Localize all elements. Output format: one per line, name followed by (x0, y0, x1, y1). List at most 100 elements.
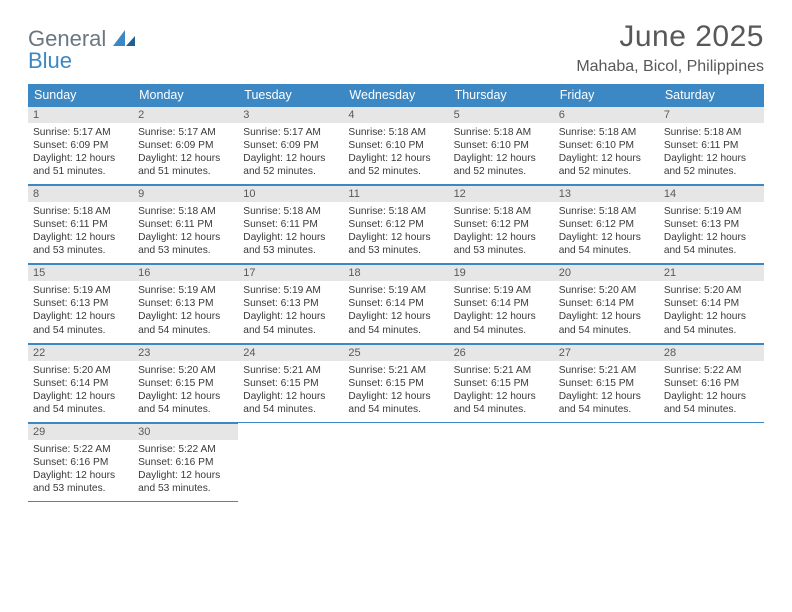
day-number: 27 (554, 344, 659, 361)
calendar-day-cell: 10Sunrise: 5:18 AMSunset: 6:11 PMDayligh… (238, 185, 343, 264)
brand-word-2: Blue (28, 48, 135, 74)
calendar-day-cell (449, 422, 554, 501)
day-details: Sunrise: 5:19 AMSunset: 6:13 PMDaylight:… (238, 281, 343, 342)
day-details: Sunrise: 5:18 AMSunset: 6:12 PMDaylight:… (554, 202, 659, 263)
day-number: 30 (133, 423, 238, 440)
day-number: 2 (133, 106, 238, 123)
day-details: Sunrise: 5:22 AMSunset: 6:16 PMDaylight:… (28, 440, 133, 501)
day-details: Sunrise: 5:18 AMSunset: 6:10 PMDaylight:… (343, 123, 448, 184)
calendar-day-cell: 3Sunrise: 5:17 AMSunset: 6:09 PMDaylight… (238, 106, 343, 185)
calendar-week-row: 8Sunrise: 5:18 AMSunset: 6:11 PMDaylight… (28, 185, 764, 264)
weekday-header-row: Sunday Monday Tuesday Wednesday Thursday… (28, 84, 764, 106)
day-details: Sunrise: 5:17 AMSunset: 6:09 PMDaylight:… (28, 123, 133, 184)
calendar-day-cell: 6Sunrise: 5:18 AMSunset: 6:10 PMDaylight… (554, 106, 659, 185)
day-number: 22 (28, 344, 133, 361)
calendar-day-cell: 29Sunrise: 5:22 AMSunset: 6:16 PMDayligh… (28, 422, 133, 501)
day-details: Sunrise: 5:22 AMSunset: 6:16 PMDaylight:… (133, 440, 238, 501)
day-number: 21 (659, 264, 764, 281)
calendar-week-row: 29Sunrise: 5:22 AMSunset: 6:16 PMDayligh… (28, 422, 764, 501)
weekday-header: Sunday (28, 84, 133, 106)
calendar-day-cell: 20Sunrise: 5:20 AMSunset: 6:14 PMDayligh… (554, 264, 659, 343)
day-details: Sunrise: 5:18 AMSunset: 6:12 PMDaylight:… (343, 202, 448, 263)
weekday-header: Thursday (449, 84, 554, 106)
day-number: 8 (28, 185, 133, 202)
calendar-day-cell (343, 422, 448, 501)
calendar-body: 1Sunrise: 5:17 AMSunset: 6:09 PMDaylight… (28, 106, 764, 501)
calendar-day-cell: 14Sunrise: 5:19 AMSunset: 6:13 PMDayligh… (659, 185, 764, 264)
day-number: 5 (449, 106, 554, 123)
day-details: Sunrise: 5:18 AMSunset: 6:11 PMDaylight:… (238, 202, 343, 263)
day-number: 19 (449, 264, 554, 281)
day-number: 10 (238, 185, 343, 202)
day-details: Sunrise: 5:19 AMSunset: 6:14 PMDaylight:… (343, 281, 448, 342)
calendar-day-cell (554, 422, 659, 501)
day-number: 11 (343, 185, 448, 202)
day-details: Sunrise: 5:18 AMSunset: 6:11 PMDaylight:… (659, 123, 764, 184)
calendar-week-row: 15Sunrise: 5:19 AMSunset: 6:13 PMDayligh… (28, 264, 764, 343)
location-text: Mahaba, Bicol, Philippines (576, 58, 764, 76)
calendar-day-cell: 11Sunrise: 5:18 AMSunset: 6:12 PMDayligh… (343, 185, 448, 264)
title-block: June 2025 Mahaba, Bicol, Philippines (576, 20, 764, 76)
day-number: 6 (554, 106, 659, 123)
calendar-day-cell: 15Sunrise: 5:19 AMSunset: 6:13 PMDayligh… (28, 264, 133, 343)
day-number: 1 (28, 106, 133, 123)
calendar-day-cell: 2Sunrise: 5:17 AMSunset: 6:09 PMDaylight… (133, 106, 238, 185)
calendar-day-cell: 1Sunrise: 5:17 AMSunset: 6:09 PMDaylight… (28, 106, 133, 185)
day-number: 28 (659, 344, 764, 361)
day-details: Sunrise: 5:20 AMSunset: 6:14 PMDaylight:… (659, 281, 764, 342)
day-number: 7 (659, 106, 764, 123)
calendar-day-cell: 9Sunrise: 5:18 AMSunset: 6:11 PMDaylight… (133, 185, 238, 264)
day-details: Sunrise: 5:17 AMSunset: 6:09 PMDaylight:… (133, 123, 238, 184)
calendar-day-cell (238, 422, 343, 501)
calendar-day-cell (659, 422, 764, 501)
day-details: Sunrise: 5:18 AMSunset: 6:11 PMDaylight:… (28, 202, 133, 263)
day-details: Sunrise: 5:19 AMSunset: 6:13 PMDaylight:… (659, 202, 764, 263)
calendar-day-cell: 7Sunrise: 5:18 AMSunset: 6:11 PMDaylight… (659, 106, 764, 185)
calendar-day-cell: 16Sunrise: 5:19 AMSunset: 6:13 PMDayligh… (133, 264, 238, 343)
day-details: Sunrise: 5:18 AMSunset: 6:11 PMDaylight:… (133, 202, 238, 263)
calendar-day-cell: 28Sunrise: 5:22 AMSunset: 6:16 PMDayligh… (659, 343, 764, 422)
day-number: 14 (659, 185, 764, 202)
calendar-page: General Blue June 2025 Mahaba, Bicol, Ph… (0, 0, 792, 522)
day-number: 25 (343, 344, 448, 361)
day-details: Sunrise: 5:17 AMSunset: 6:09 PMDaylight:… (238, 123, 343, 184)
day-details: Sunrise: 5:21 AMSunset: 6:15 PMDaylight:… (238, 361, 343, 422)
calendar-day-cell: 21Sunrise: 5:20 AMSunset: 6:14 PMDayligh… (659, 264, 764, 343)
calendar-day-cell: 23Sunrise: 5:20 AMSunset: 6:15 PMDayligh… (133, 343, 238, 422)
day-number: 4 (343, 106, 448, 123)
day-details: Sunrise: 5:20 AMSunset: 6:15 PMDaylight:… (133, 361, 238, 422)
day-details: Sunrise: 5:18 AMSunset: 6:10 PMDaylight:… (449, 123, 554, 184)
brand-sail-icon (113, 33, 135, 50)
day-details: Sunrise: 5:20 AMSunset: 6:14 PMDaylight:… (28, 361, 133, 422)
day-details: Sunrise: 5:19 AMSunset: 6:14 PMDaylight:… (449, 281, 554, 342)
day-details: Sunrise: 5:18 AMSunset: 6:12 PMDaylight:… (449, 202, 554, 263)
calendar-day-cell: 26Sunrise: 5:21 AMSunset: 6:15 PMDayligh… (449, 343, 554, 422)
day-number: 15 (28, 264, 133, 281)
calendar-week-row: 1Sunrise: 5:17 AMSunset: 6:09 PMDaylight… (28, 106, 764, 185)
calendar-day-cell: 13Sunrise: 5:18 AMSunset: 6:12 PMDayligh… (554, 185, 659, 264)
day-number: 13 (554, 185, 659, 202)
calendar-table: Sunday Monday Tuesday Wednesday Thursday… (28, 84, 764, 502)
calendar-day-cell: 25Sunrise: 5:21 AMSunset: 6:15 PMDayligh… (343, 343, 448, 422)
calendar-day-cell: 12Sunrise: 5:18 AMSunset: 6:12 PMDayligh… (449, 185, 554, 264)
calendar-day-cell: 24Sunrise: 5:21 AMSunset: 6:15 PMDayligh… (238, 343, 343, 422)
calendar-day-cell: 19Sunrise: 5:19 AMSunset: 6:14 PMDayligh… (449, 264, 554, 343)
weekday-header: Tuesday (238, 84, 343, 106)
day-number: 29 (28, 423, 133, 440)
calendar-week-row: 22Sunrise: 5:20 AMSunset: 6:14 PMDayligh… (28, 343, 764, 422)
calendar-day-cell: 17Sunrise: 5:19 AMSunset: 6:13 PMDayligh… (238, 264, 343, 343)
calendar-day-cell: 5Sunrise: 5:18 AMSunset: 6:10 PMDaylight… (449, 106, 554, 185)
weekday-header: Monday (133, 84, 238, 106)
brand-logo: General Blue (28, 20, 135, 74)
day-details: Sunrise: 5:20 AMSunset: 6:14 PMDaylight:… (554, 281, 659, 342)
day-number: 17 (238, 264, 343, 281)
weekday-header: Saturday (659, 84, 764, 106)
calendar-day-cell: 4Sunrise: 5:18 AMSunset: 6:10 PMDaylight… (343, 106, 448, 185)
page-header: General Blue June 2025 Mahaba, Bicol, Ph… (28, 20, 764, 76)
day-number: 23 (133, 344, 238, 361)
day-number: 24 (238, 344, 343, 361)
day-details: Sunrise: 5:18 AMSunset: 6:10 PMDaylight:… (554, 123, 659, 184)
calendar-day-cell: 8Sunrise: 5:18 AMSunset: 6:11 PMDaylight… (28, 185, 133, 264)
day-details: Sunrise: 5:19 AMSunset: 6:13 PMDaylight:… (133, 281, 238, 342)
day-number: 12 (449, 185, 554, 202)
